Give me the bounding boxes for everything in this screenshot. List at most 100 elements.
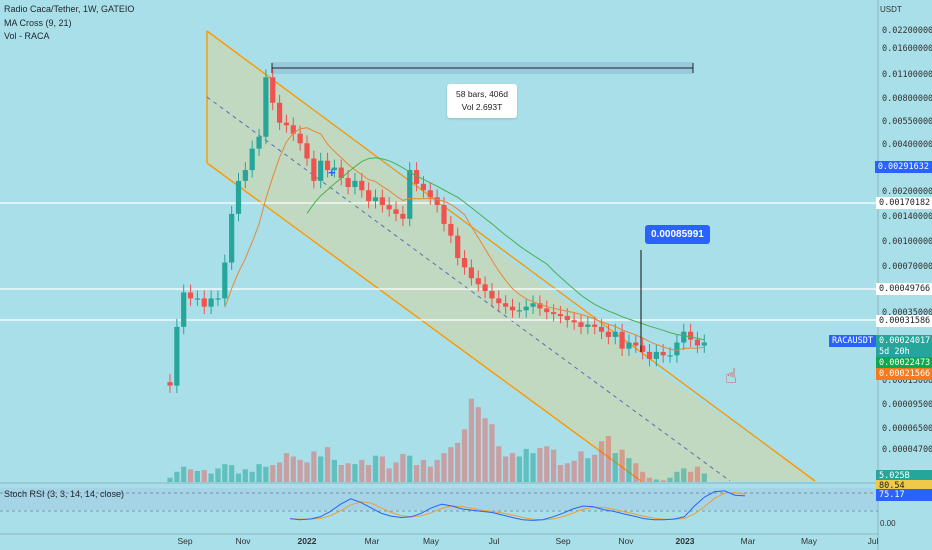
measure-tool [271, 62, 694, 74]
volume-bar [372, 455, 379, 482]
stoch-rsi-legend[interactable]: Stoch RSI (3, 3, 14, 14, close) [4, 489, 125, 499]
volume-bar [174, 471, 180, 482]
stoch-band [0, 488, 878, 510]
candle [544, 308, 550, 313]
volume-value-tag: 5.025B [876, 470, 932, 482]
candle [640, 345, 646, 352]
bar-countdown: 5d 20h [876, 346, 932, 358]
candle [585, 324, 591, 327]
candles [167, 69, 707, 393]
candle [564, 316, 570, 321]
ma-fast-tag: 0.00022473 [876, 357, 932, 369]
time-tick: May [801, 536, 818, 546]
level-tag-4[interactable]: 0.00031586 [876, 315, 932, 327]
candle [489, 291, 495, 299]
candle [222, 262, 228, 299]
candle [667, 355, 673, 357]
candle [688, 331, 694, 340]
candle [290, 125, 296, 134]
volume-bar [640, 471, 646, 482]
volume-bar [420, 459, 427, 482]
symbol-legend[interactable]: Radio Caca/Tether, 1W, GATEIO [4, 4, 135, 14]
candle [270, 77, 276, 103]
volume-bar [633, 463, 639, 482]
volume-bar [605, 436, 611, 482]
last-price-tag: 0.00024017 [876, 335, 932, 347]
volume-bar [400, 453, 406, 482]
volume-bar [352, 464, 358, 482]
volume-bar [646, 477, 653, 482]
measure-volume: Vol 2.693T [461, 102, 503, 112]
price-tick: 0.00140000 [882, 212, 932, 222]
candle [181, 292, 187, 327]
price-tick: 0.00006500 [882, 424, 932, 434]
volume-bar [407, 455, 413, 482]
channel-upper-line [206, 30, 816, 482]
volume-bar [503, 456, 509, 482]
volume-bar [496, 446, 502, 482]
candle [338, 167, 344, 179]
ticker-label[interactable]: RACAUSDT [829, 335, 876, 347]
volume-bar [530, 453, 536, 482]
price-tick: 0.00200000 [882, 187, 932, 197]
candle [263, 77, 269, 137]
candle [407, 170, 413, 219]
price-tick: 0.01100000 [882, 70, 932, 80]
volume-bar [201, 470, 207, 482]
candle [393, 209, 399, 214]
candle [537, 303, 543, 309]
candle [201, 298, 207, 307]
volume-bar [366, 465, 372, 482]
price-callout[interactable]: 0.00085991 [645, 225, 710, 244]
cross-marker: + [328, 165, 336, 180]
ma-cross-legend[interactable]: MA Cross (9, 21) [4, 18, 72, 28]
volume-bar [222, 464, 228, 482]
candle [174, 326, 180, 386]
candle [187, 292, 194, 299]
candle [167, 382, 173, 386]
time-tick: Mar [741, 536, 756, 546]
level-tag-3[interactable]: 0.00049766 [876, 283, 932, 295]
price-tick: 0.00100000 [882, 237, 932, 247]
level-tag-2[interactable]: 0.00170182 [876, 197, 932, 209]
volume-bar [249, 471, 255, 482]
pointer-hand-icon: ☝ [725, 364, 737, 388]
time-tick: Mar [365, 536, 380, 546]
time-tick: 2022 [298, 536, 317, 546]
candle [345, 178, 351, 187]
volume-bar [578, 451, 584, 482]
volume-bar [626, 458, 632, 482]
price-tick: 0.01600000 [882, 44, 932, 54]
volume-bar [489, 424, 495, 482]
candle [352, 180, 358, 187]
candle [633, 342, 639, 346]
candle [242, 170, 248, 181]
volume-bar [660, 480, 666, 482]
time-tick: Nov [618, 536, 634, 546]
ma-fast-line [224, 127, 705, 351]
candle [503, 303, 509, 307]
candle [530, 303, 536, 307]
time-tick: May [423, 536, 440, 546]
price-tick: 0.00800000 [882, 94, 932, 104]
volume-bar [475, 407, 481, 482]
volume-bar [270, 465, 276, 482]
candle [283, 122, 290, 126]
volume-bar [208, 473, 214, 482]
candle [414, 170, 420, 184]
level-tag-1[interactable]: 0.00291632 [874, 161, 932, 173]
volume-bar [256, 464, 262, 482]
volume-bar [509, 453, 516, 482]
candle [578, 322, 584, 327]
volume-bar [167, 477, 173, 482]
candle [215, 298, 221, 300]
volume-bar [701, 473, 707, 482]
candle [297, 133, 303, 144]
candle [331, 167, 337, 171]
volume-bar [263, 466, 269, 482]
volume-legend[interactable]: Vol - RACA [4, 31, 50, 41]
candle [509, 306, 516, 311]
volume-bar [304, 462, 310, 482]
